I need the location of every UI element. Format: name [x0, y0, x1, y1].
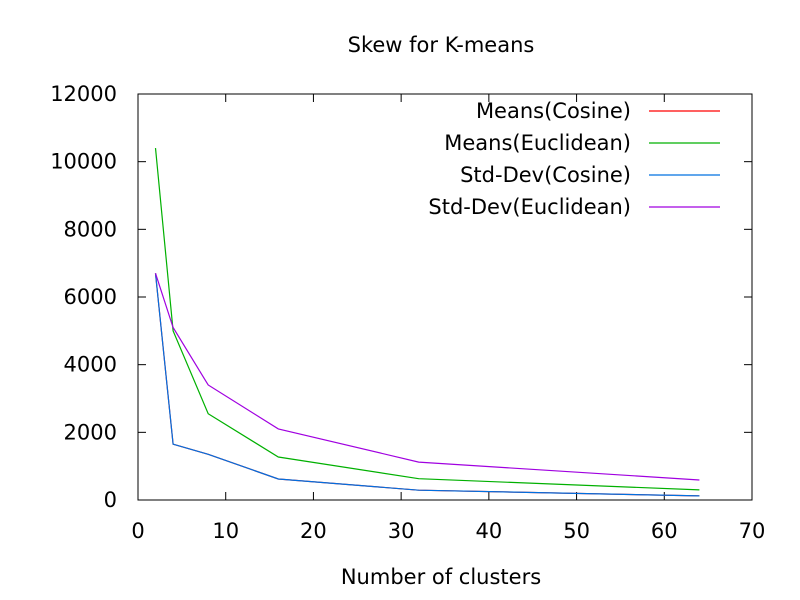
series-line-2: [154, 273, 700, 497]
legend: Means(Cosine) Means(Euclidean) Std-Dev(Cos…: [428, 99, 720, 219]
x-axis-label: Number of clusters: [341, 565, 541, 589]
x-tick-label-6: 60: [651, 519, 678, 543]
series-lines: [154, 148, 700, 497]
legend-label-2: Std-Dev(Cosine): [460, 163, 631, 187]
y-tick-label-0: 0: [104, 488, 117, 512]
x-tick-label-5: 50: [563, 519, 590, 543]
series-line-1: [154, 148, 700, 491]
x-tick-label-2: 20: [300, 519, 327, 543]
y-tick-label-5: 10000: [50, 150, 117, 174]
y-tick-label-2: 4000: [64, 353, 117, 377]
legend-label-0: Means(Cosine): [476, 99, 631, 123]
y-tick-label-4: 8000: [64, 217, 117, 241]
x-tick-label-7: 70: [739, 519, 766, 543]
y-tick-label-1: 2000: [64, 420, 117, 444]
series-line-3: [154, 273, 700, 481]
y-tick-label-6: 12000: [50, 82, 117, 106]
axis-ticks: 0 10 20 30 40 50 60 70 0 2000 4000 6000 8000 10000 120…: [50, 82, 765, 543]
legend-label-3: Std-Dev(Euclidean): [428, 195, 631, 219]
chart-title: Skew for K-means: [348, 33, 535, 57]
legend-label-1: Means(Euclidean): [444, 131, 631, 155]
y-tick-label-3: 6000: [64, 285, 117, 309]
x-tick-label-1: 10: [212, 519, 239, 543]
x-tick-label-3: 30: [388, 519, 415, 543]
x-tick-label-0: 0: [131, 519, 144, 543]
x-tick-label-4: 40: [475, 519, 502, 543]
